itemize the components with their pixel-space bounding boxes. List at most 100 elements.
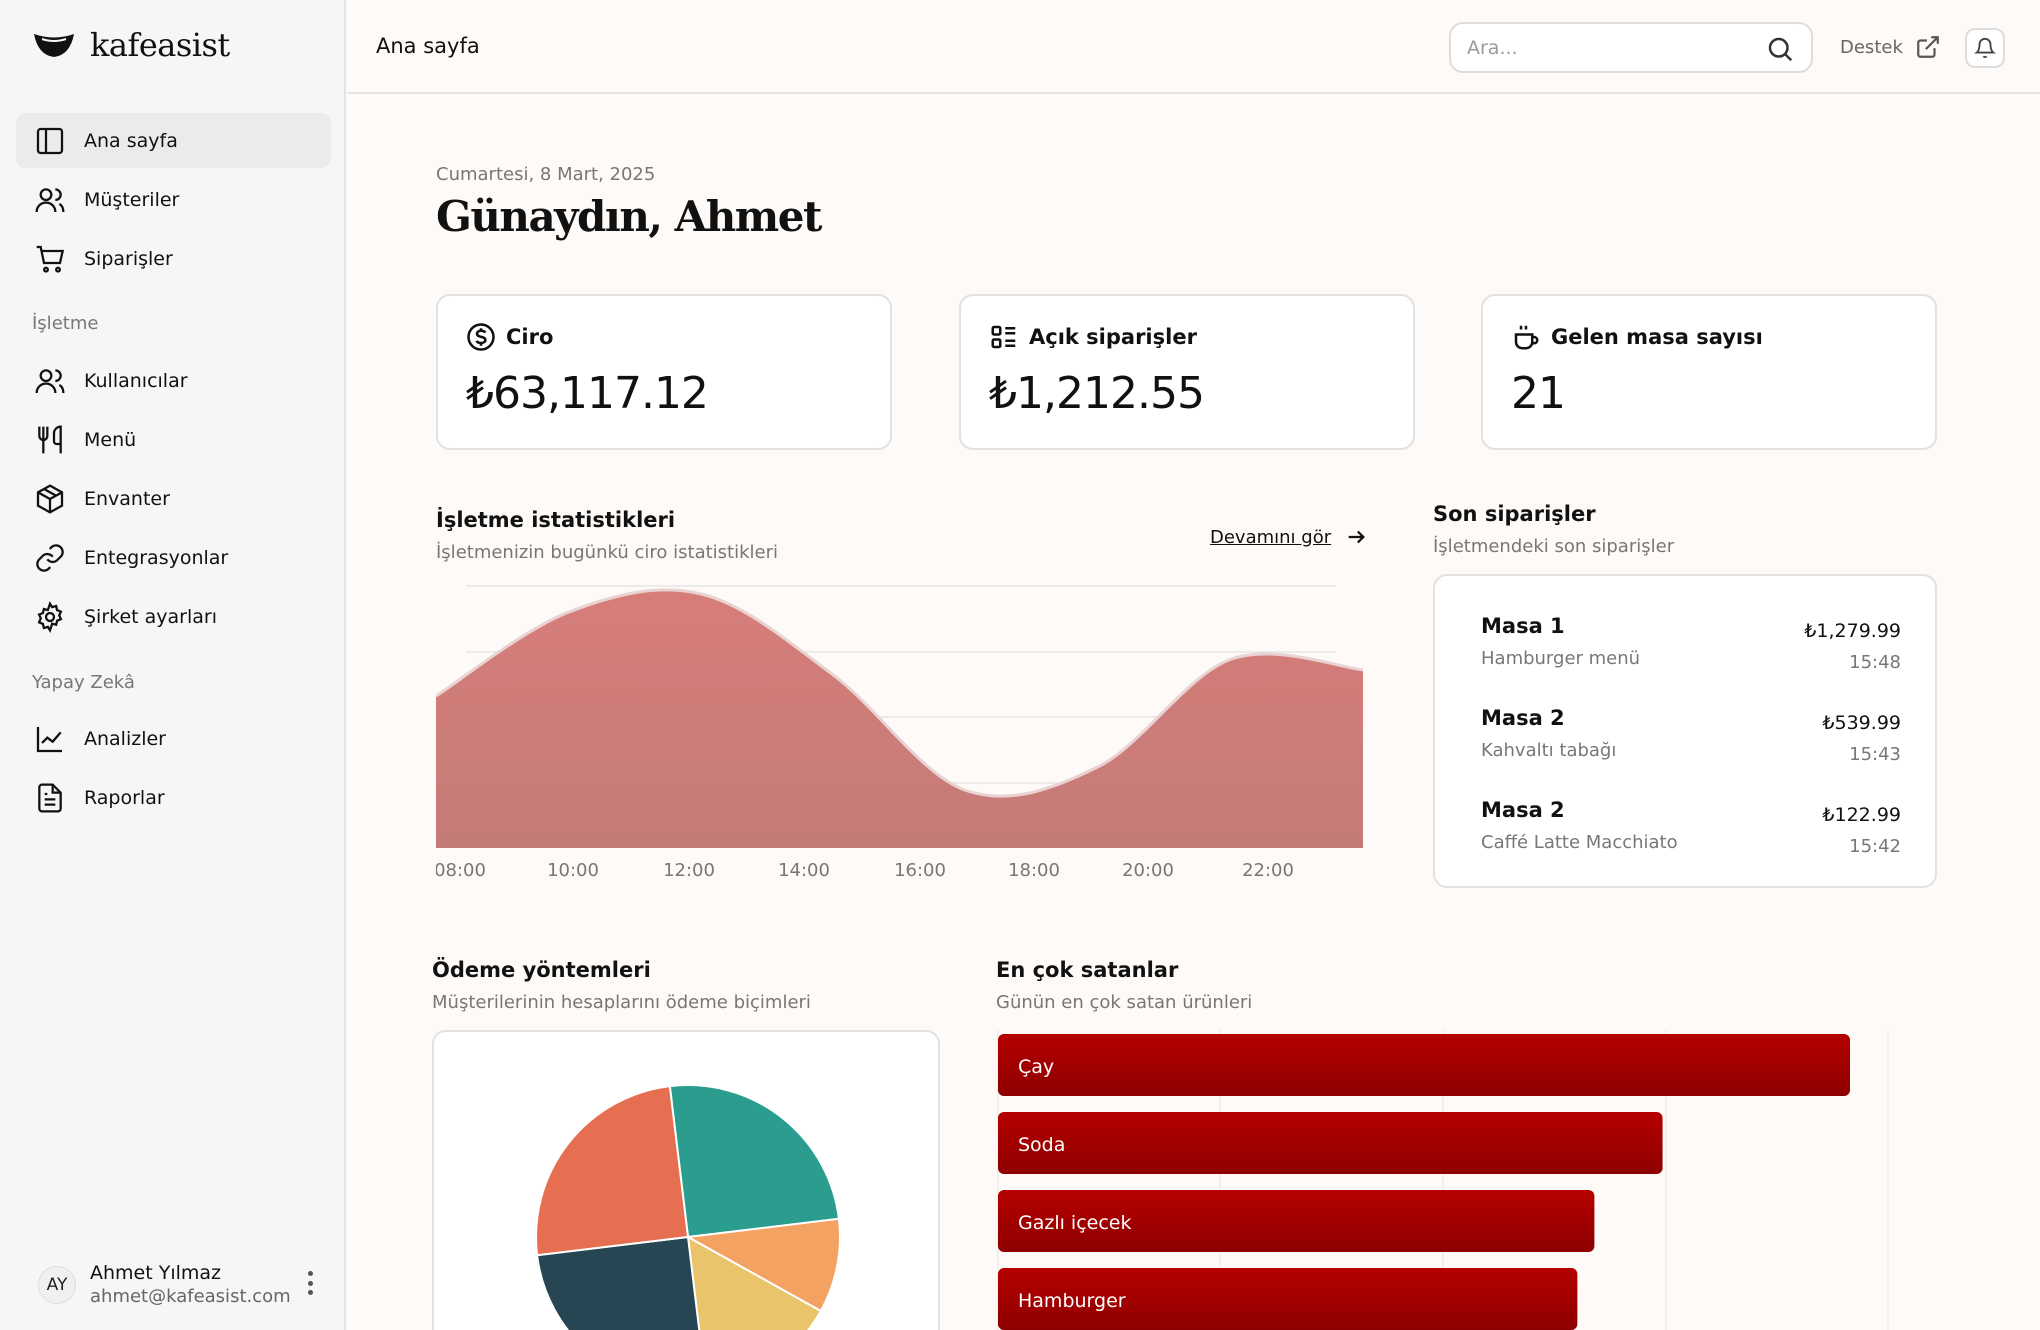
- order-row[interactable]: Masa 2 Caffé Latte Macchiato ₺122.99 15:…: [1481, 798, 1901, 878]
- pie-slice[interactable]: [535, 1084, 690, 1257]
- x-tick-label: 18:00: [1008, 860, 1060, 880]
- user-menu[interactable]: AY Ahmet Yılmaz ahmet@kafeasist.com: [0, 1252, 346, 1322]
- nav-label: Raporlar: [84, 786, 165, 809]
- bar[interactable]: [998, 1112, 1663, 1174]
- pie-slice[interactable]: [535, 1235, 706, 1330]
- nav-menu[interactable]: Menü: [16, 412, 331, 467]
- box-icon: [36, 483, 64, 514]
- support-link[interactable]: Destek: [1840, 34, 1941, 60]
- order-price: ₺539.99: [1822, 712, 1901, 734]
- support-label: Destek: [1840, 36, 1903, 58]
- order-price: ₺1,279.99: [1804, 620, 1901, 642]
- nav-siparisler[interactable]: Siparişler: [16, 231, 331, 286]
- pie-chart-svg: [535, 1084, 841, 1330]
- search-input[interactable]: [1467, 34, 1747, 62]
- nav-ana-sayfa[interactable]: Ana sayfa: [16, 113, 331, 168]
- bestsellers-subtitle: Günün en çok satan ürünleri: [996, 992, 1253, 1013]
- nav-analizler[interactable]: Analizler: [16, 711, 331, 766]
- topbar: Ana sayfa Destek: [348, 0, 2040, 94]
- greeting: Günaydın, Ahmet: [436, 192, 822, 241]
- order-time: 15:48: [1849, 652, 1901, 673]
- more-options-icon[interactable]: [298, 1268, 322, 1298]
- nav-envanter[interactable]: Envanter: [16, 471, 331, 526]
- see-more-label: Devamını gör: [1210, 526, 1332, 548]
- layout-icon: [36, 127, 64, 154]
- card-value: ₺1,212.55: [989, 368, 1205, 419]
- pie-slice[interactable]: [686, 1235, 823, 1330]
- order-item: Kahvaltı tabağı: [1481, 740, 1617, 761]
- nav-entegrasyonlar[interactable]: Entegrasyonlar: [16, 530, 331, 585]
- stats-subtitle: İşletmenizin bugünkü ciro istatistikleri: [436, 542, 778, 563]
- link-icon: [36, 543, 64, 572]
- area-fill: [436, 589, 1363, 848]
- brand-name: kafeasist: [90, 26, 230, 64]
- bar[interactable]: [998, 1268, 1578, 1330]
- line-chart-icon: [36, 726, 62, 752]
- current-date: Cumartesi, 8 Mart, 2025: [436, 164, 656, 185]
- card-value: ₺63,117.12: [466, 368, 709, 419]
- order-row[interactable]: Masa 1 Hamburger menü ₺1,279.99 15:48: [1481, 614, 1901, 694]
- bell-icon: [1974, 38, 1996, 59]
- avatar: AY: [38, 1266, 76, 1304]
- bar-label: Çay: [1018, 1056, 1054, 1078]
- nav-raporlar[interactable]: Raporlar: [16, 770, 331, 825]
- brand-logo[interactable]: kafeasist: [32, 26, 230, 64]
- see-more-link[interactable]: Devamını gör: [1210, 526, 1367, 548]
- order-item: Caffé Latte Macchiato: [1481, 832, 1678, 853]
- list-icon: [991, 325, 1016, 349]
- x-tick-label: 08:00: [436, 860, 486, 880]
- users-icon: [35, 187, 65, 212]
- coffee-icon: [1514, 325, 1539, 350]
- order-row[interactable]: Masa 2 Kahvaltı tabağı ₺539.99 15:43: [1481, 706, 1901, 786]
- page-title: Ana sayfa: [376, 34, 480, 58]
- x-tick-label: 22:00: [1242, 860, 1294, 880]
- sidebar: kafeasist Ana sayfa Müşteriler Siparişle…: [0, 0, 346, 1330]
- nav-label: Şirket ayarları: [84, 605, 218, 628]
- revenue-chart: 08:00 10:00 12:00 14:00 16:00 18:00 20:00 22:00: [436, 580, 1376, 880]
- cup-logo-icon: [34, 34, 74, 57]
- cart-icon: [36, 245, 65, 273]
- order-table: Masa 1: [1481, 614, 1565, 638]
- nav-label: Ana sayfa: [84, 129, 178, 152]
- pie-slice[interactable]: [684, 1217, 841, 1313]
- x-tick-label: 10:00: [547, 860, 599, 880]
- stat-card-gelen-masa: Gelen masa sayısı 21: [1481, 294, 1937, 450]
- payments-subtitle: Müşterilerinin hesaplarını ödeme biçimle…: [432, 992, 811, 1013]
- search-icon[interactable]: [1765, 34, 1795, 64]
- nav-sirket-ayarlari[interactable]: Şirket ayarları: [16, 589, 331, 644]
- stat-card-acik-siparisler: Açık siparişler ₺1,212.55: [959, 294, 1415, 450]
- utensils-icon: [38, 425, 62, 453]
- dollar-circle-icon: [467, 323, 495, 351]
- x-tick-label: 14:00: [778, 860, 830, 880]
- bestsellers-title: En çok satanlar: [996, 958, 1179, 982]
- pie-slice[interactable]: [668, 1084, 841, 1239]
- nav-label: Analizler: [84, 727, 166, 750]
- bestsellers-chart: Çay Soda Gazlı içecek Hamburger: [996, 1030, 1916, 1330]
- user-email: ahmet@kafeasist.com: [90, 1286, 291, 1307]
- search-box[interactable]: [1449, 22, 1813, 73]
- order-price: ₺122.99: [1822, 804, 1901, 826]
- notifications-button[interactable]: [1965, 28, 2005, 68]
- order-time: 15:42: [1849, 836, 1901, 857]
- nav-label: Müşteriler: [84, 188, 180, 211]
- bar[interactable]: [998, 1190, 1595, 1252]
- nav-label: Entegrasyonlar: [84, 546, 229, 569]
- recent-orders-title: Son siparişler: [1433, 502, 1596, 526]
- bar[interactable]: [998, 1034, 1850, 1096]
- stat-card-ciro: Ciro ₺63,117.12: [436, 294, 892, 450]
- nav-label: Envanter: [84, 487, 170, 510]
- main-content: Cumartesi, 8 Mart, 2025 Günaydın, Ahmet …: [348, 96, 2040, 1330]
- section-label-yapay-zeka: Yapay Zekâ: [32, 672, 135, 693]
- nav-musteriler[interactable]: Müşteriler: [16, 172, 331, 227]
- recent-orders-subtitle: İşletmendeki son siparişler: [1433, 536, 1675, 557]
- nav-label: Menü: [84, 428, 137, 451]
- nav-kullanicilar[interactable]: Kullanıcılar: [16, 353, 331, 408]
- order-table: Masa 2: [1481, 706, 1565, 730]
- x-tick-label: 20:00: [1122, 860, 1174, 880]
- area-line: [436, 588, 1364, 798]
- external-link-icon: [1917, 36, 1939, 58]
- order-item: Hamburger menü: [1481, 648, 1641, 669]
- nav-label: Kullanıcılar: [84, 369, 188, 392]
- arrow-right-icon: [1348, 530, 1366, 544]
- user-name: Ahmet Yılmaz: [90, 1262, 222, 1284]
